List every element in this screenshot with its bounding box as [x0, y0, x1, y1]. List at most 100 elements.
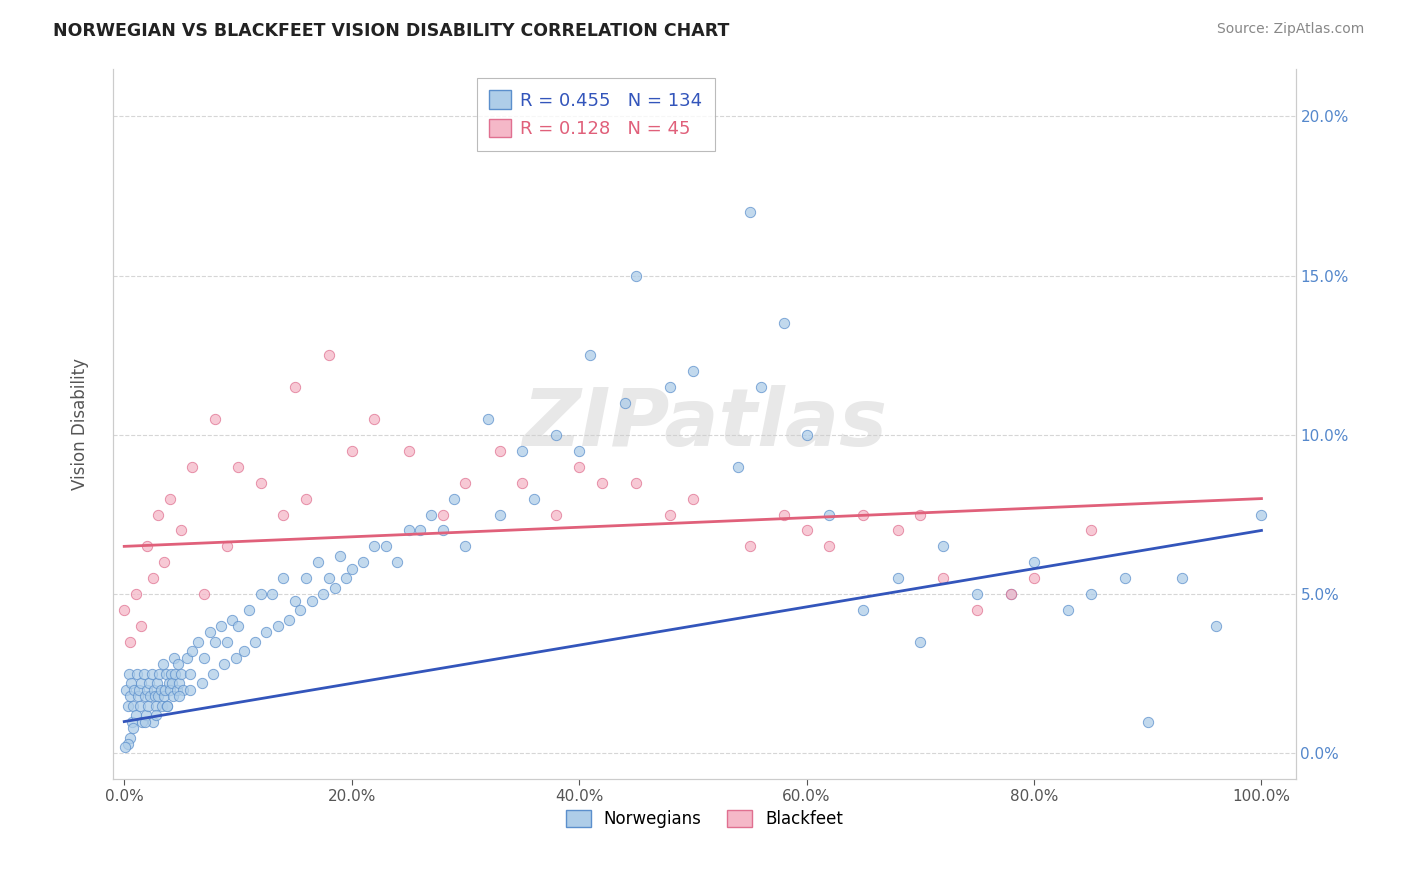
Point	[477, 412, 499, 426]
Point	[129, 698, 152, 713]
Point	[318, 571, 340, 585]
Point	[170, 666, 193, 681]
Point	[243, 635, 266, 649]
Point	[193, 587, 215, 601]
Point	[146, 676, 169, 690]
Point	[142, 714, 165, 729]
Text: ZIPatlas: ZIPatlas	[522, 384, 887, 463]
Point	[1057, 603, 1080, 617]
Point	[398, 524, 420, 538]
Point	[156, 698, 179, 713]
Point	[249, 587, 271, 601]
Point	[510, 443, 533, 458]
Point	[420, 508, 443, 522]
Point	[152, 657, 174, 672]
Point	[181, 644, 204, 658]
Point	[118, 635, 141, 649]
Point	[1000, 587, 1022, 601]
Point	[290, 603, 312, 617]
Point	[278, 613, 301, 627]
Point	[910, 635, 932, 649]
Point	[221, 613, 243, 627]
Point	[226, 459, 249, 474]
Point	[852, 603, 875, 617]
Point	[232, 644, 254, 658]
Point	[142, 571, 165, 585]
Point	[214, 657, 236, 672]
Point	[295, 491, 318, 506]
Point	[176, 651, 198, 665]
Point	[738, 205, 761, 219]
Point	[374, 540, 396, 554]
Point	[167, 689, 190, 703]
Point	[267, 619, 290, 633]
Point	[156, 698, 179, 713]
Point	[136, 682, 159, 697]
Point	[318, 348, 340, 362]
Point	[659, 380, 682, 394]
Text: Source: ZipAtlas.com: Source: ZipAtlas.com	[1216, 22, 1364, 37]
Point	[1022, 555, 1045, 569]
Point	[932, 571, 955, 585]
Point	[385, 555, 408, 569]
Point	[125, 666, 148, 681]
Point	[201, 666, 224, 681]
Point	[179, 666, 201, 681]
Point	[160, 676, 183, 690]
Point	[215, 635, 238, 649]
Point	[118, 731, 141, 745]
Point	[329, 549, 352, 563]
Point	[546, 508, 568, 522]
Point	[179, 682, 201, 697]
Point	[121, 714, 143, 729]
Point	[138, 676, 160, 690]
Point	[118, 666, 141, 681]
Point	[772, 508, 794, 522]
Point	[682, 491, 704, 506]
Point	[335, 571, 357, 585]
Point	[488, 508, 510, 522]
Point	[818, 540, 841, 554]
Point	[284, 380, 307, 394]
Point	[262, 587, 284, 601]
Point	[323, 581, 346, 595]
Point	[225, 651, 247, 665]
Point	[568, 443, 591, 458]
Point	[284, 593, 307, 607]
Point	[1000, 587, 1022, 601]
Point	[134, 714, 156, 729]
Point	[749, 380, 772, 394]
Point	[591, 475, 613, 490]
Point	[163, 651, 186, 665]
Point	[157, 676, 180, 690]
Point	[170, 524, 193, 538]
Point	[153, 689, 176, 703]
Point	[136, 540, 159, 554]
Y-axis label: Vision Disability: Vision Disability	[72, 358, 89, 490]
Point	[568, 459, 591, 474]
Point	[624, 268, 647, 283]
Point	[818, 508, 841, 522]
Point	[659, 508, 682, 522]
Point	[796, 428, 818, 442]
Point	[198, 625, 221, 640]
Point	[301, 593, 323, 607]
Point	[204, 635, 226, 649]
Point	[454, 540, 477, 554]
Point	[1250, 508, 1272, 522]
Point	[166, 657, 188, 672]
Point	[273, 571, 295, 585]
Point	[1136, 714, 1159, 729]
Point	[148, 689, 170, 703]
Point	[150, 698, 173, 713]
Point	[117, 698, 139, 713]
Point	[209, 619, 232, 633]
Point	[162, 689, 184, 703]
Point	[910, 508, 932, 522]
Point	[579, 348, 602, 362]
Point	[307, 555, 329, 569]
Point	[127, 689, 149, 703]
Point	[966, 603, 988, 617]
Point	[112, 603, 135, 617]
Point	[886, 524, 908, 538]
